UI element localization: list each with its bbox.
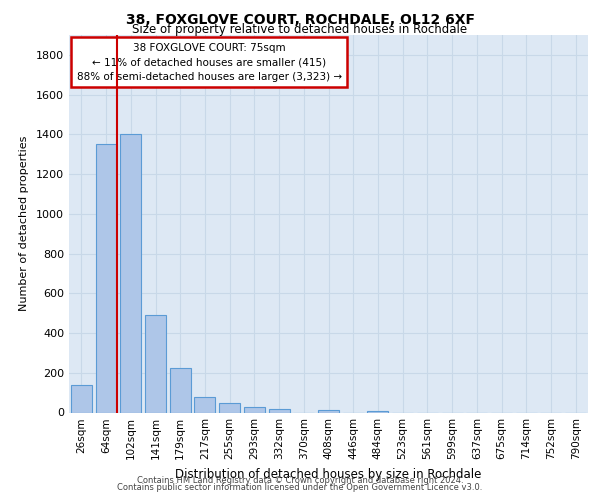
Text: Size of property relative to detached houses in Rochdale: Size of property relative to detached ho… bbox=[133, 22, 467, 36]
Text: Contains public sector information licensed under the Open Government Licence v3: Contains public sector information licen… bbox=[118, 484, 482, 492]
Bar bbox=[367, 410, 388, 412]
Bar bbox=[71, 384, 92, 412]
Bar bbox=[269, 408, 290, 412]
Bar bbox=[145, 315, 166, 412]
Text: 38 FOXGLOVE COURT: 75sqm
← 11% of detached houses are smaller (415)
88% of semi-: 38 FOXGLOVE COURT: 75sqm ← 11% of detach… bbox=[77, 42, 341, 82]
Text: Contains HM Land Registry data © Crown copyright and database right 2024.: Contains HM Land Registry data © Crown c… bbox=[137, 476, 463, 485]
Bar bbox=[170, 368, 191, 412]
Bar bbox=[219, 402, 240, 412]
X-axis label: Distribution of detached houses by size in Rochdale: Distribution of detached houses by size … bbox=[175, 468, 482, 481]
Y-axis label: Number of detached properties: Number of detached properties bbox=[19, 136, 29, 312]
Bar bbox=[120, 134, 141, 412]
Bar bbox=[194, 396, 215, 412]
Bar bbox=[95, 144, 116, 412]
Text: 38, FOXGLOVE COURT, ROCHDALE, OL12 6XF: 38, FOXGLOVE COURT, ROCHDALE, OL12 6XF bbox=[125, 12, 475, 26]
Bar bbox=[318, 410, 339, 412]
Bar bbox=[244, 406, 265, 412]
